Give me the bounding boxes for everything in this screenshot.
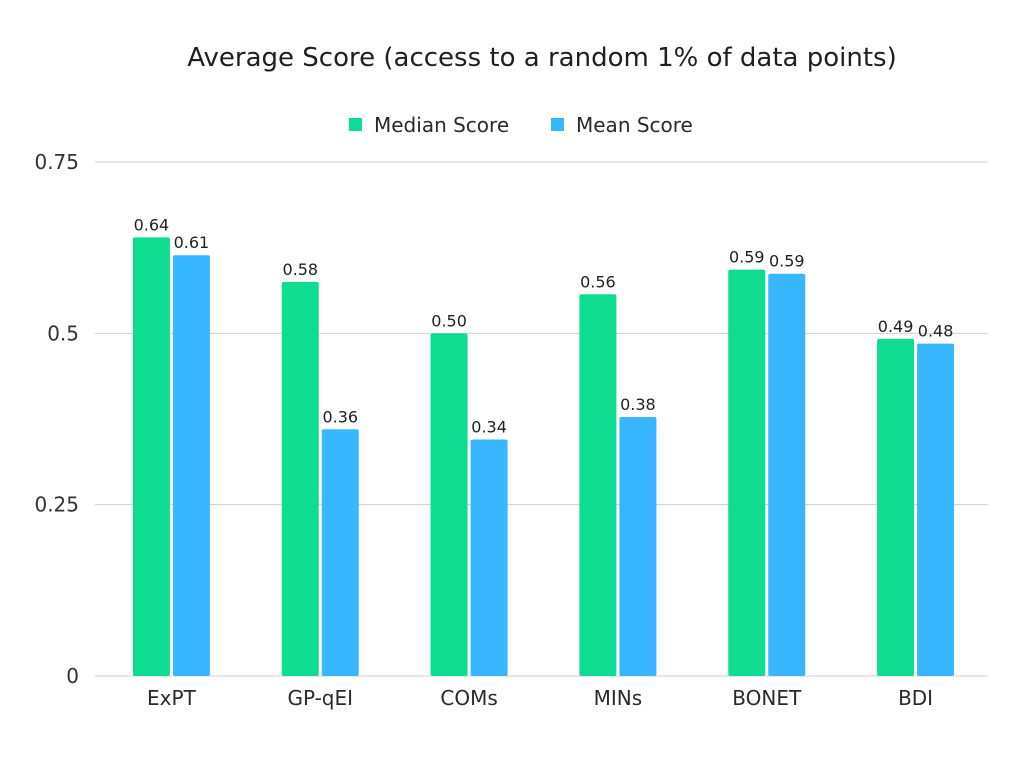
legend-swatch-median-score bbox=[349, 118, 362, 131]
data-label: 0.49 bbox=[878, 317, 914, 336]
x-tick-label: GP-qEI bbox=[287, 686, 353, 710]
y-tick-label: 0.75 bbox=[34, 150, 79, 174]
bar-median-score-expt bbox=[132, 237, 170, 677]
bar-mean-score-gp-qei bbox=[321, 429, 359, 676]
bar-median-score-bdi bbox=[877, 338, 915, 676]
data-label: 0.34 bbox=[471, 418, 507, 437]
y-tick-label: 0.5 bbox=[47, 321, 79, 345]
data-label: 0.56 bbox=[580, 272, 616, 291]
bar-median-score-mins bbox=[579, 294, 617, 676]
bar-mean-score-expt bbox=[172, 255, 210, 677]
x-tick-label: MINs bbox=[594, 686, 643, 710]
bar-mean-score-bonet bbox=[768, 273, 806, 676]
x-tick-label: BDI bbox=[898, 686, 933, 710]
x-tick-label: ExPT bbox=[147, 686, 197, 710]
y-tick-label: 0 bbox=[66, 664, 79, 688]
chart-title: Average Score (access to a random 1% of … bbox=[187, 43, 896, 73]
data-label: 0.58 bbox=[282, 260, 318, 279]
bars bbox=[132, 237, 955, 677]
bar-mean-score-bdi bbox=[917, 343, 955, 676]
data-label: 0.64 bbox=[134, 215, 170, 234]
legend-label-median-score: Median Score bbox=[374, 113, 509, 137]
bar-median-score-coms bbox=[430, 333, 468, 676]
bar-median-score-bonet bbox=[728, 269, 766, 676]
data-label: 0.50 bbox=[431, 311, 467, 330]
legend: Median Score Mean Score bbox=[349, 113, 693, 137]
y-tick-label: 0.25 bbox=[34, 493, 79, 517]
data-label: 0.59 bbox=[769, 252, 805, 271]
bar-mean-score-coms bbox=[470, 439, 508, 676]
legend-label-mean-score: Mean Score bbox=[576, 113, 693, 137]
data-labels: 0.640.61 0.58 0.36 0.50 0.34 0.56 0.38 0.59 0.59… bbox=[134, 215, 954, 436]
bar-median-score-gp-qei bbox=[281, 281, 319, 676]
x-tick-label: BONET bbox=[732, 686, 802, 710]
data-label: 0.61 bbox=[174, 233, 210, 252]
data-label: 0.38 bbox=[620, 395, 656, 414]
data-label: 0.48 bbox=[918, 322, 954, 341]
data-label: 0.59 bbox=[729, 248, 765, 267]
x-axis: ExPT GP-qEI COMs MINs BONET BDI bbox=[147, 686, 933, 710]
x-tick-label: COMs bbox=[440, 686, 497, 710]
bar-mean-score-mins bbox=[619, 416, 657, 676]
y-axis: 0 0.25 0.5 0.75 bbox=[34, 150, 79, 688]
gridlines bbox=[95, 161, 988, 677]
legend-swatch-mean-score bbox=[551, 118, 564, 131]
data-label: 0.36 bbox=[322, 407, 358, 426]
